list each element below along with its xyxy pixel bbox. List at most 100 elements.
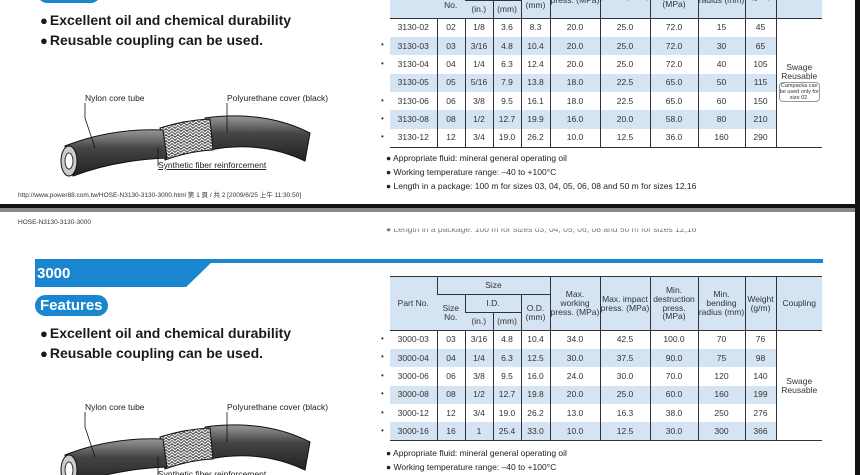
- cell-max-working: 10.0: [549, 128, 600, 148]
- feature-text: Excellent oil and chemical durability: [49, 325, 292, 341]
- header-od: O.D.(mm): [520, 294, 550, 331]
- cell-max-impact: 16.3: [599, 404, 650, 423]
- cell-size-no: 03: [436, 330, 465, 349]
- row-marker: •: [381, 114, 384, 123]
- note-fluid: ● Appropriate fluid: mineral general ope…: [386, 153, 567, 163]
- cell-min-destruction: 58.0: [649, 110, 698, 129]
- header-od: O.D.(mm): [520, 0, 550, 19]
- cell-max-working: 20.0: [549, 36, 600, 56]
- cell-max-impact: 42.5: [599, 330, 650, 349]
- note-temperature: ● Working temperature range: –40 to +100…: [386, 167, 557, 177]
- cell-id-mm: 9.5: [492, 92, 521, 111]
- page-gap: [0, 208, 860, 212]
- cell-id-mm: 25.4: [492, 422, 521, 441]
- table-row: 3000-03 03 3/16 4.8 10.4 34.0 42.5 100.0 70 76 Swa…: [390, 330, 822, 441]
- header-part-no: Part No.: [390, 276, 437, 331]
- cell-max-impact: 12.5: [599, 422, 650, 441]
- coupling-text: Swage Reusable: [781, 61, 818, 81]
- label-cover: Polyurethane cover (black): [227, 93, 329, 103]
- print-footer-url[interactable]: http://www.power88.com.tw/HOSE-N3130-313…: [18, 192, 302, 199]
- cell-max-impact: 25.0: [599, 18, 650, 37]
- cell-min-bending: 300: [697, 422, 745, 441]
- cell-max-working: 20.0: [549, 18, 600, 37]
- header-size: Size: [436, 276, 550, 295]
- cell-weight: 199: [744, 385, 776, 405]
- header-coupling: Coupling: [775, 0, 822, 19]
- cell-part-no: 3000-12: [397, 407, 429, 418]
- row-marker: •: [381, 389, 384, 399]
- cell-min-destruction: 100.0: [649, 330, 698, 349]
- cell-min-bending: 40: [697, 55, 745, 74]
- header-id-in: (in.): [465, 312, 493, 331]
- table-row: 3000-08 08 1/2 12.7 19.8 20.0 25.0 60.0 160 199: [390, 385, 822, 405]
- cell-max-working: 20.0: [549, 385, 600, 405]
- feature-item: ● Excellent oil and chemical durability: [40, 325, 292, 341]
- cell-od: 16.1: [520, 92, 550, 111]
- cell-coupling: Swage Reusable: [775, 330, 822, 441]
- feature-item: ● Reusable coupling can be used.: [40, 32, 264, 48]
- cell-id-in: 3/16: [464, 36, 493, 56]
- cell-id-mm: 3.6: [492, 18, 521, 37]
- cell-part-no: 3130-04: [397, 59, 429, 70]
- table-row: 3130-04 04 1/4 6.3 12.4 20.0 25.0 72.0 40 105: [390, 55, 822, 74]
- header-od-unit: (mm): [525, 311, 546, 322]
- row-marker: •: [381, 58, 384, 68]
- cell-min-bending: 250: [697, 404, 745, 423]
- cell-min-destruction: 65.0: [649, 73, 698, 93]
- feature-text: Excellent oil and chemical durability: [49, 12, 292, 28]
- cell-od: 19.8: [520, 385, 550, 405]
- cell-id-mm: 19.0: [492, 128, 521, 148]
- table-row: 3000-12 12 3/4 19.0 26.2 13.0 16.3 38.0 250 276: [390, 404, 822, 423]
- cell-max-impact: 25.0: [599, 385, 650, 405]
- header-min-destruction: Min. destruction press. (MPa): [649, 0, 698, 19]
- spec-table-3000: Part No. Size Max. working press. (MPa) Max…: [390, 276, 822, 441]
- cell-max-impact: 37.5: [599, 348, 650, 368]
- cell-id-in: 3/8: [464, 92, 493, 111]
- cell-min-destruction: 90.0: [649, 348, 698, 368]
- cell-min-bending: 160: [697, 385, 745, 405]
- cell-od: 13.8: [520, 73, 550, 93]
- note-temperature: ● Working temperature range: –40 to +100…: [386, 462, 557, 472]
- table-row: 3130-06 06 3/8 9.5 16.1 18.0 22.5 65.0 60 150: [390, 92, 822, 111]
- cell-id-in: 3/4: [464, 128, 493, 148]
- cell-size-no: 04: [436, 55, 465, 74]
- cell-id-in: 1/4: [464, 55, 493, 74]
- cell-size-no: 08: [436, 385, 465, 405]
- table-row: 3000-04 04 1/4 6.3 12.5 30.0 37.5 90.0 75 98: [390, 348, 822, 368]
- table-row: 3000-06 06 3/8 9.5 16.0 24.0 30.0 70.0 120 140: [390, 367, 822, 386]
- cell-weight: 65: [744, 36, 776, 56]
- header-min-bending: Min. bending radius (mm): [697, 276, 745, 331]
- cell-size-no: 06: [436, 367, 465, 386]
- cell-max-working: 13.0: [549, 404, 600, 423]
- cell-min-destruction: 36.0: [649, 128, 698, 148]
- cell-od: 12.5: [520, 348, 550, 368]
- cell-od: 16.0: [520, 367, 550, 386]
- cell-od: 8.3: [520, 18, 550, 37]
- cell-min-bending: 30: [697, 36, 745, 56]
- cell-max-impact: 22.5: [599, 92, 650, 111]
- cell-max-working: 18.0: [549, 73, 600, 93]
- label-reinforcement: Synthetic fiber reinforcement: [158, 160, 267, 170]
- cell-max-working: 24.0: [549, 367, 600, 386]
- table-row: 3130-12 12 3/4 19.0 26.2 10.0 12.5 36.0 160 290: [390, 128, 822, 148]
- cell-part-no: 3000-06: [397, 371, 429, 382]
- cell-part-no: 3130-06: [397, 95, 429, 106]
- cell-id-mm: 7.9: [492, 73, 521, 93]
- cell-max-impact: 25.0: [599, 55, 650, 74]
- cell-part-no: 3130-03: [390, 36, 437, 56]
- cell-od: 26.2: [520, 404, 550, 423]
- header-weight: Weight (g/m): [744, 276, 776, 331]
- cell-id-in: 1/8: [464, 18, 493, 37]
- hose-diagram: Nylon core tube Polyurethane cover (black…: [55, 88, 328, 188]
- cell-size-no: 16: [436, 422, 465, 441]
- header-size-no: Size No.: [437, 0, 465, 19]
- cell-min-destruction: 72.0: [649, 36, 698, 56]
- cell-od: 26.2: [520, 128, 550, 148]
- cell-weight: 105: [744, 55, 776, 74]
- cell-od: 10.4: [520, 36, 550, 56]
- row-marker: •: [381, 95, 384, 105]
- feature-text: Reusable coupling can be used.: [49, 345, 264, 361]
- label-cover: Polyurethane cover (black): [227, 402, 329, 412]
- hose-diagram: Nylon core tube Polyurethane cover (black…: [55, 397, 328, 475]
